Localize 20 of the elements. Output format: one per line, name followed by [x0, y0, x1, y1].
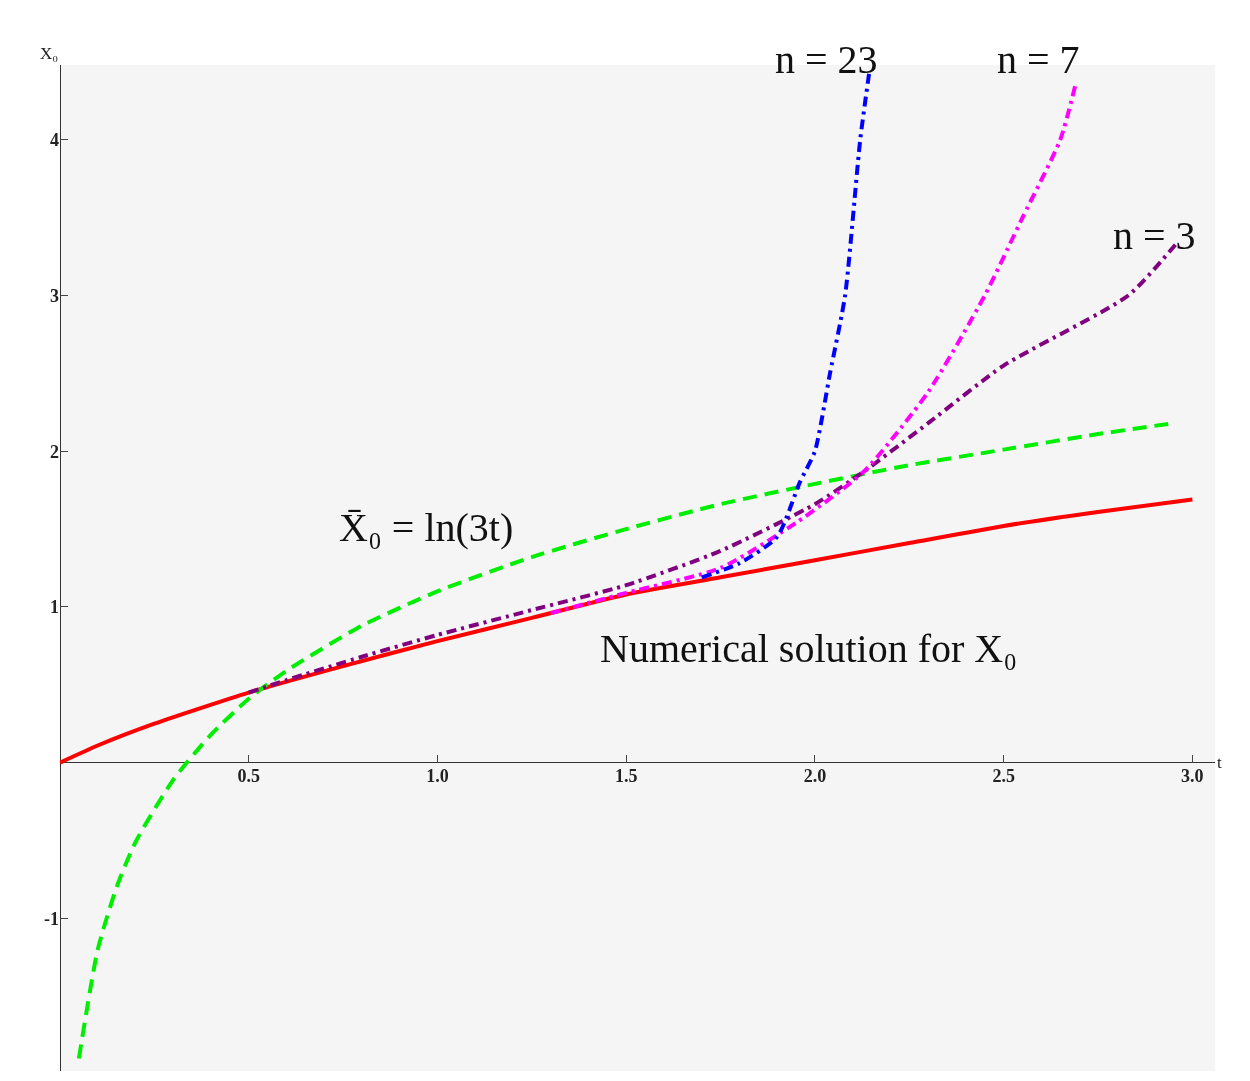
line-series — [548, 83, 1078, 616]
x-tick-label: 3.0 — [1181, 765, 1204, 786]
x-tick-label: 0.5 — [237, 765, 260, 786]
annotation: n = 23 — [775, 37, 878, 82]
annotation: n = 7 — [997, 37, 1080, 82]
y-axis-title: X₀ — [40, 44, 59, 63]
x-axis-title: t — [1217, 753, 1222, 772]
x-tick-label: 2.5 — [992, 765, 1015, 786]
x-tick-label: 2.0 — [803, 765, 827, 786]
y-tick-label: 4 — [50, 130, 59, 151]
x-tick-label: 1.5 — [614, 765, 638, 786]
annotation: X̄₀ = ln(3t) — [339, 505, 514, 550]
y-tick-label: 2 — [50, 441, 59, 462]
y-tick-label: 3 — [50, 285, 59, 306]
annotation: Numerical solution for X₀ — [600, 626, 1018, 671]
line-series — [60, 497, 1195, 765]
annotation: n = 3 — [1113, 213, 1196, 258]
y-tick-label: 1 — [50, 597, 59, 618]
x-tick-label: 1.0 — [426, 765, 449, 786]
y-tick-label: -1 — [44, 908, 59, 929]
